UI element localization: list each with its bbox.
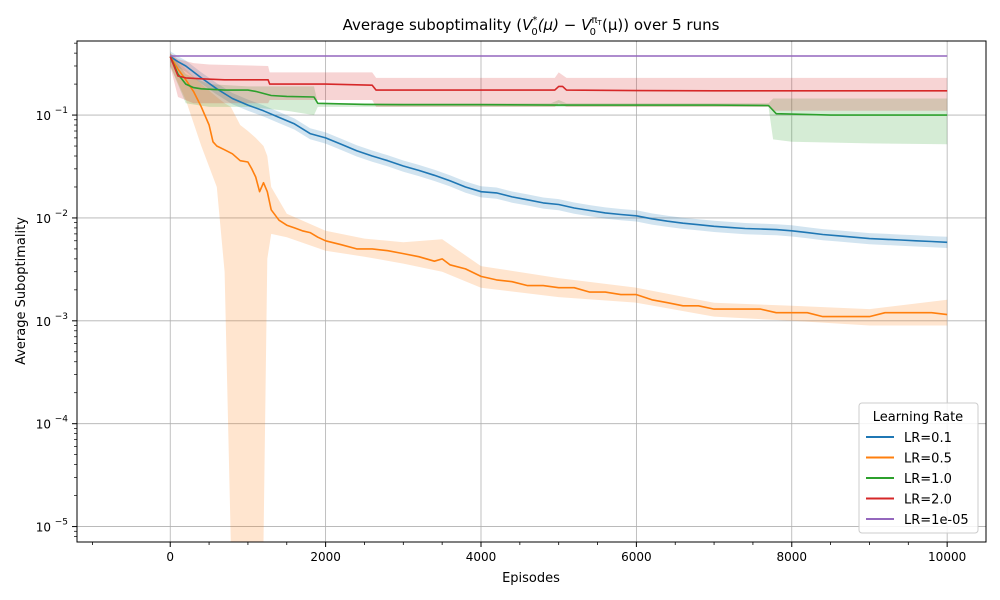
legend-label: LR=0.1	[904, 431, 952, 446]
legend-label: LR=1.0	[904, 472, 952, 487]
y-tick-exponent: −3	[55, 312, 68, 322]
line-LR=0.1	[169, 55, 948, 244]
y-tick-exponent: −1	[55, 106, 68, 116]
line-LR=2.0	[169, 56, 948, 92]
x-tick-label: 8000	[776, 550, 807, 564]
grid	[77, 41, 986, 542]
chart-title: Average suboptimality (V* 0(μ) − VπT 0 (μ))…	[343, 15, 720, 38]
band-LR=2.0	[170, 53, 948, 111]
legend-label: LR=2.0	[904, 493, 952, 508]
legend-label: LR=0.5	[904, 452, 952, 467]
line-LR=1.0	[169, 56, 948, 116]
legend-label: LR=1e-05	[904, 513, 969, 528]
x-tick-label: 4000	[466, 550, 497, 564]
x-tick-label: 6000	[621, 550, 652, 564]
x-tick-label: 0	[166, 550, 174, 564]
y-tick-exponent: −2	[55, 209, 68, 219]
y-tick-label: 10	[36, 212, 51, 226]
series-lines	[169, 55, 948, 318]
band-LR=0.1	[170, 51, 948, 249]
y-tick-exponent: −4	[55, 415, 69, 425]
y-axis: 10 −5 10 −4 10 −3 10 −2 10 −1	[36, 42, 77, 537]
confidence-bands	[170, 51, 948, 542]
plot-frame	[76, 40, 987, 543]
x-axis: 0 2000 4000 6000 8000 10000	[92, 542, 966, 564]
band-LR=0.5	[170, 53, 948, 542]
y-tick-label: 10	[36, 109, 51, 123]
x-tick-label: 10000	[928, 550, 966, 564]
y-tick-label: 10	[36, 315, 51, 329]
x-tick-label: 2000	[310, 550, 341, 564]
band-LR=1.0	[170, 53, 948, 145]
legend-title: Learning Rate	[873, 410, 963, 425]
legend-items: LR=0.1 LR=0.5 LR=1.0 LR=2.0 LR=1e-05	[866, 431, 969, 528]
y-axis-label: Average Suboptimality	[14, 217, 29, 365]
legend-box	[858, 402, 979, 534]
x-axis-label: Episodes	[502, 571, 560, 586]
legend: Learning Rate LR=0.1LR=0.5LR=1.0LR=2.0LR…	[858, 402, 979, 534]
y-tick-label: 10	[36, 418, 51, 432]
y-tick-label: 10	[36, 521, 51, 535]
y-tick-exponent: −5	[55, 518, 68, 528]
line-LR=0.5	[169, 56, 948, 318]
